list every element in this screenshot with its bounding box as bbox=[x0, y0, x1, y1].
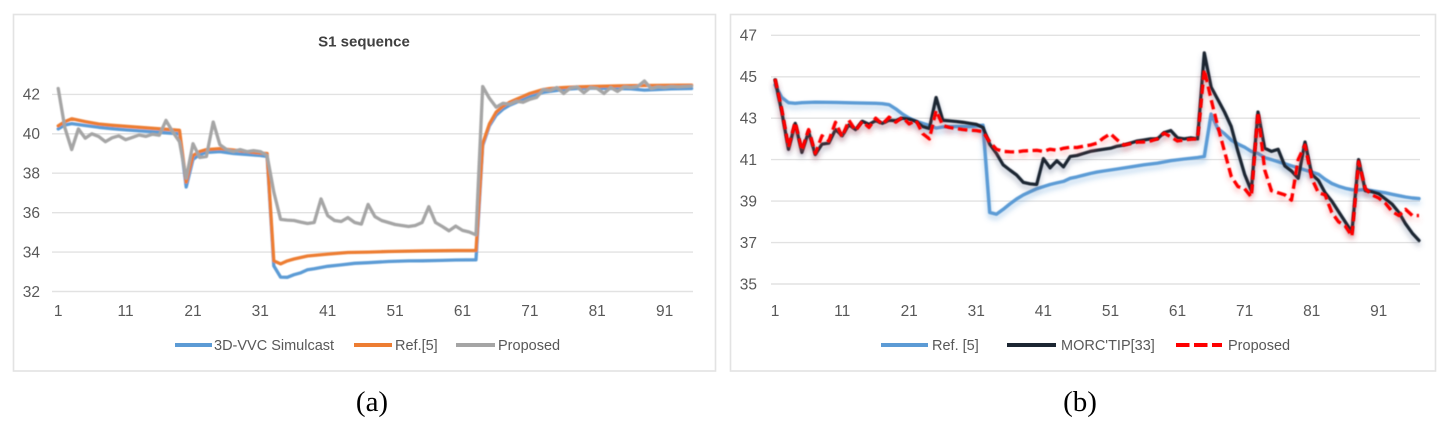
svg-text:1: 1 bbox=[54, 303, 63, 320]
svg-text:37: 37 bbox=[740, 235, 757, 252]
svg-text:45: 45 bbox=[740, 69, 757, 86]
svg-text:38: 38 bbox=[23, 166, 40, 183]
svg-text:91: 91 bbox=[656, 303, 673, 320]
svg-text:41: 41 bbox=[740, 152, 757, 169]
svg-text:81: 81 bbox=[589, 303, 606, 320]
svg-text:35: 35 bbox=[740, 276, 757, 293]
svg-text:21: 21 bbox=[901, 303, 918, 320]
svg-text:Proposed: Proposed bbox=[498, 338, 560, 354]
svg-text:Ref. [5]: Ref. [5] bbox=[932, 338, 979, 354]
svg-text:71: 71 bbox=[1236, 303, 1253, 320]
svg-text:11: 11 bbox=[118, 303, 134, 320]
svg-text:51: 51 bbox=[1102, 303, 1119, 320]
svg-text:51: 51 bbox=[386, 303, 403, 320]
svg-text:MORC'TIP[33]: MORC'TIP[33] bbox=[1061, 338, 1155, 354]
svg-text:36: 36 bbox=[23, 205, 40, 222]
svg-text:47: 47 bbox=[740, 28, 757, 45]
svg-text:31: 31 bbox=[968, 303, 985, 320]
svg-text:34: 34 bbox=[23, 244, 41, 261]
svg-text:61: 61 bbox=[1169, 303, 1186, 320]
svg-text:43: 43 bbox=[740, 111, 757, 128]
svg-text:Ref.[5]: Ref.[5] bbox=[395, 338, 438, 354]
svg-text:91: 91 bbox=[1370, 303, 1387, 320]
svg-text:41: 41 bbox=[319, 303, 336, 320]
svg-text:(b): (b) bbox=[1063, 386, 1097, 418]
svg-text:21: 21 bbox=[184, 303, 201, 320]
svg-text:61: 61 bbox=[454, 303, 471, 320]
svg-text:3D-VVC Simulcast: 3D-VVC Simulcast bbox=[214, 338, 334, 354]
svg-text:71: 71 bbox=[521, 303, 538, 320]
svg-text:81: 81 bbox=[1303, 303, 1320, 320]
svg-text:42: 42 bbox=[23, 87, 40, 104]
svg-text:1: 1 bbox=[771, 303, 780, 320]
svg-text:40: 40 bbox=[23, 126, 41, 143]
svg-text:(a): (a) bbox=[356, 386, 388, 418]
svg-text:Proposed: Proposed bbox=[1228, 338, 1290, 354]
svg-text:11: 11 bbox=[834, 303, 850, 320]
svg-text:32: 32 bbox=[23, 284, 40, 301]
svg-text:31: 31 bbox=[252, 303, 269, 320]
svg-text:41: 41 bbox=[1035, 303, 1052, 320]
svg-text:S1 sequence: S1 sequence bbox=[318, 34, 410, 51]
svg-text:39: 39 bbox=[740, 193, 757, 210]
